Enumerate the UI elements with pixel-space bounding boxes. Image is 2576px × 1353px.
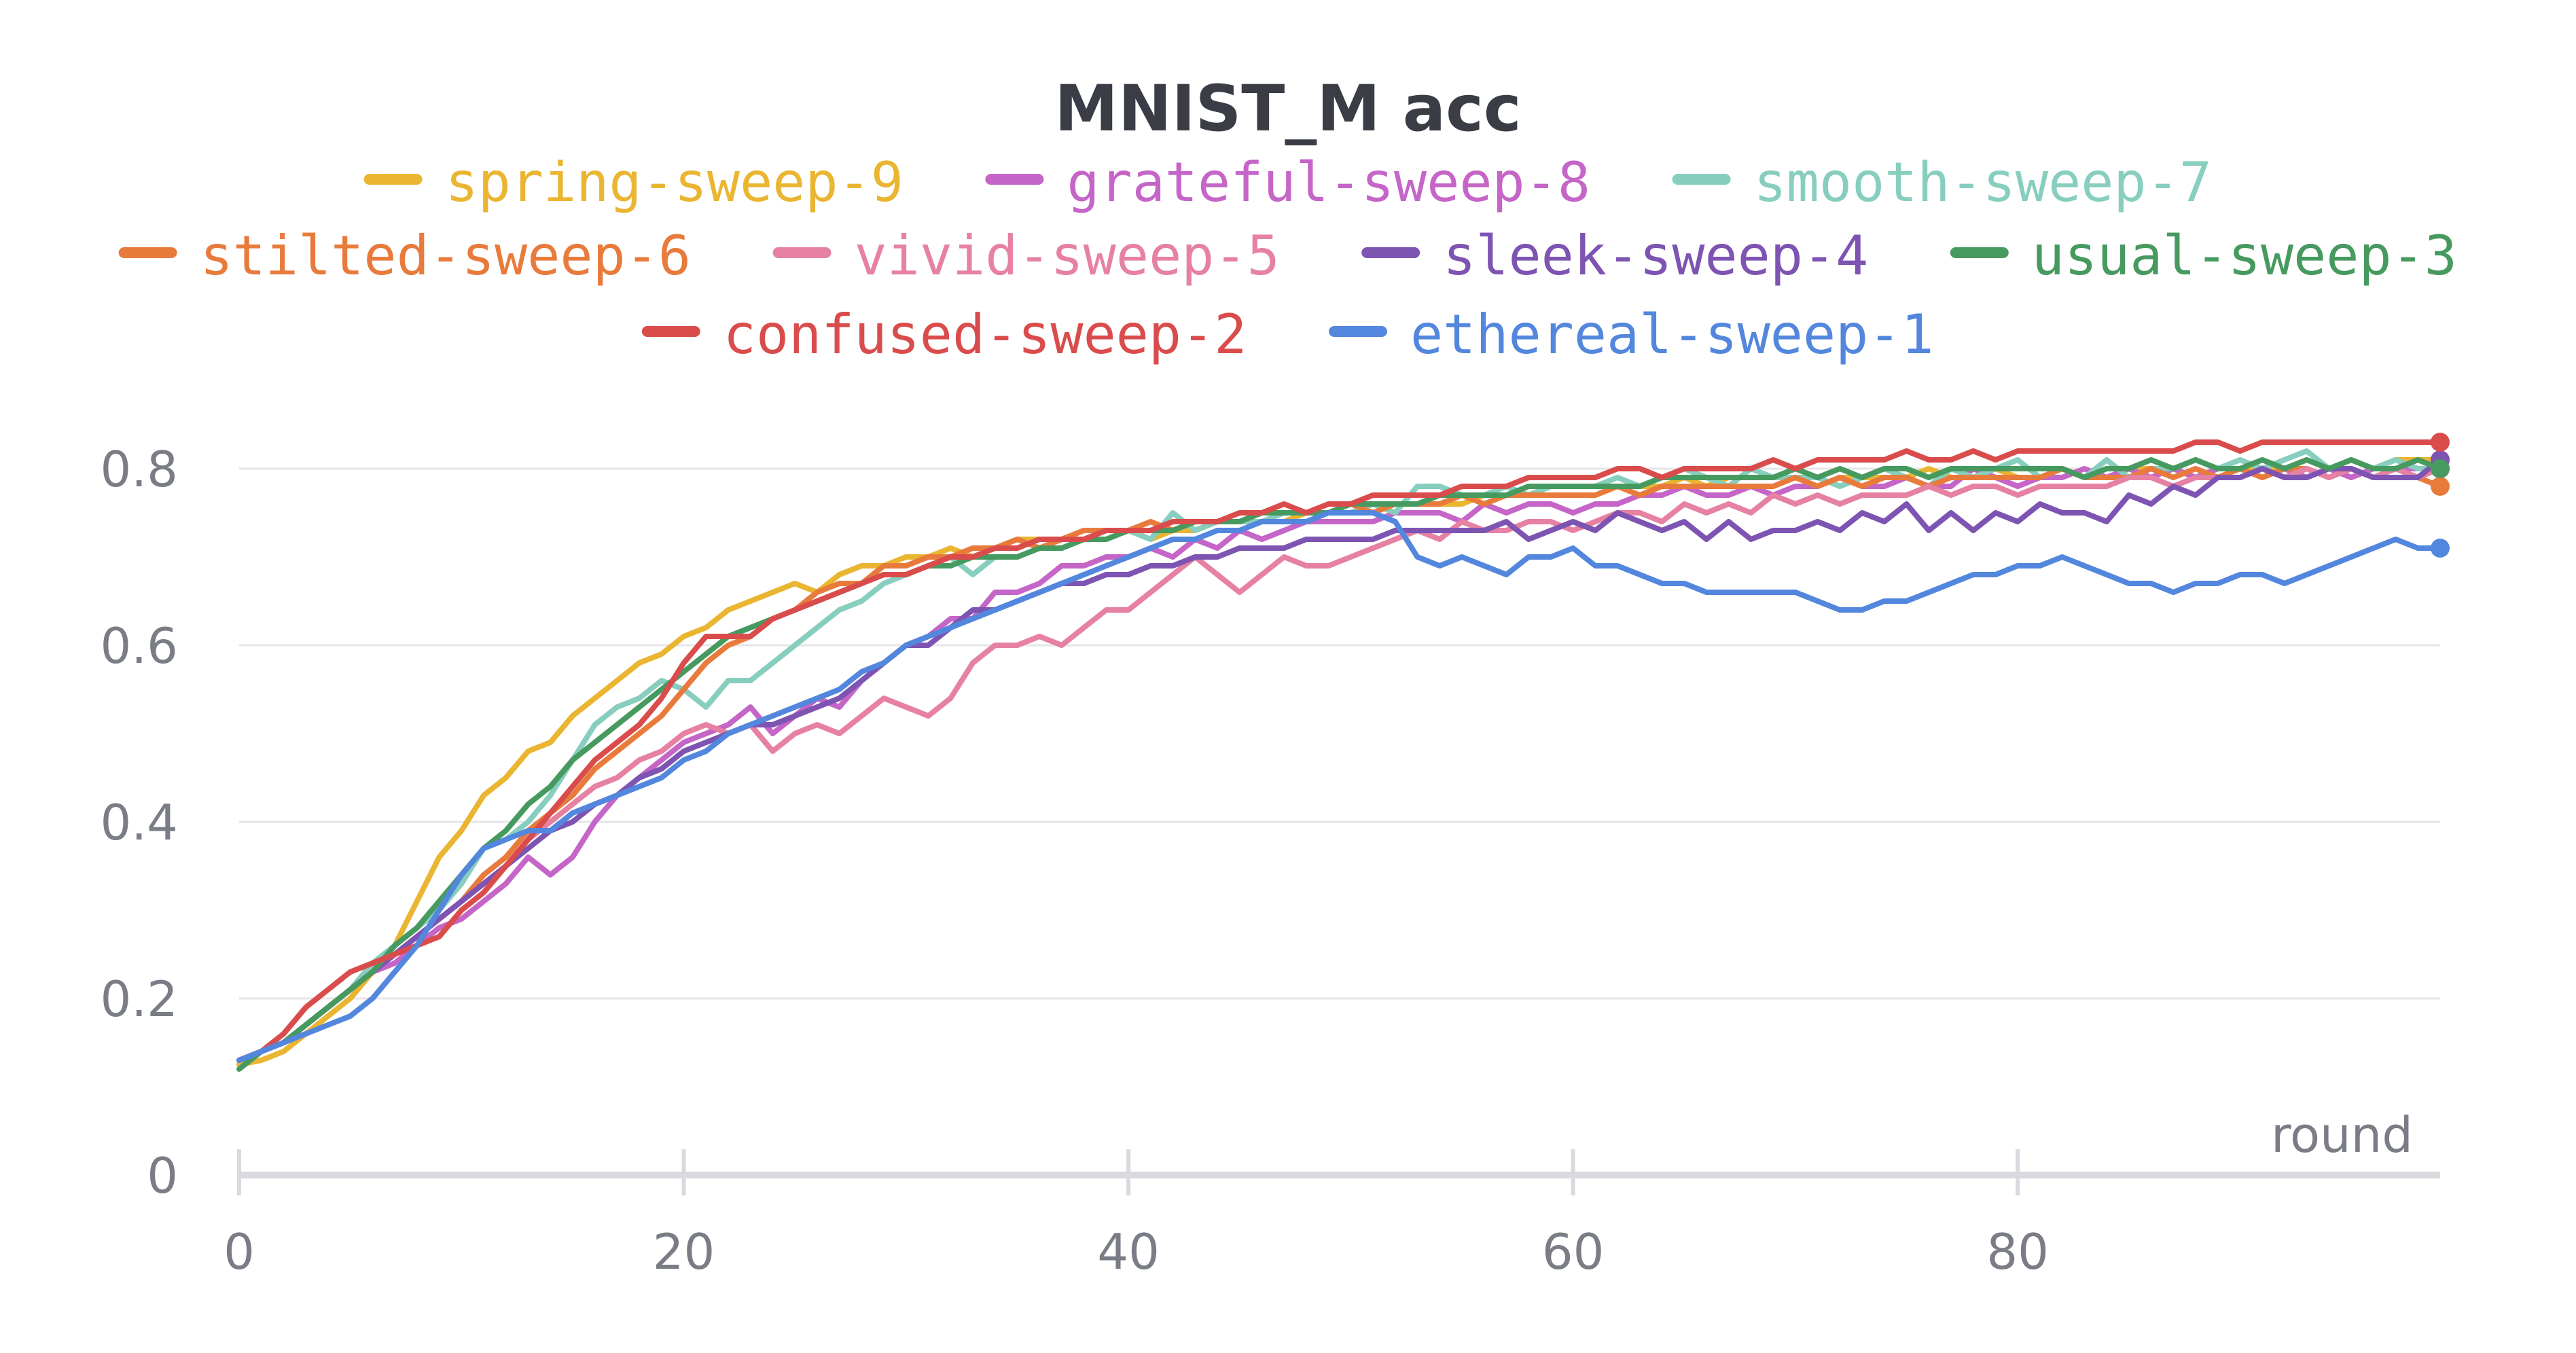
series-end-point [2431,477,2450,496]
series-line-ethereal-sweep-1 [236,510,2443,1063]
series-end-point [2431,433,2450,452]
legend-item[interactable]: smooth-sweep-7 [1672,151,2212,214]
legend-item[interactable]: usual-sweep-3 [1950,224,2457,287]
gridlines [239,467,2440,1000]
series-end-points [2431,433,2450,558]
legend-item[interactable]: confused-sweep-2 [641,303,1247,366]
legend-swatch [772,247,831,258]
legend-label: usual-sweep-3 [2032,224,2457,287]
legend-item[interactable]: vivid-sweep-5 [772,224,1280,287]
legend-swatch [1950,247,2009,258]
legend-swatch [1361,247,1420,258]
series-end-point [2431,539,2450,558]
x-tick-label: 20 [653,1223,715,1280]
legend-label: confused-sweep-2 [723,303,1247,366]
y-tick-label: 0.6 [100,617,178,674]
legend-item[interactable]: grateful-sweep-8 [985,151,1590,214]
legend-swatch [641,326,700,337]
legend-swatch [1329,326,1387,337]
legend-label: spring-sweep-9 [446,151,904,214]
legend-label: stilted-sweep-6 [200,224,691,287]
y-tick-label: 0.8 [100,441,178,498]
x-tick-label: 0 [223,1223,255,1280]
legend-item[interactable]: ethereal-sweep-1 [1329,303,1934,366]
legend-item[interactable]: sleek-sweep-4 [1361,224,1868,287]
x-tick-label: 60 [1542,1223,1605,1280]
legend-swatch [363,174,423,185]
legend-swatch [118,247,177,258]
y-tick-label: 0.4 [100,794,178,851]
series-line-confused-sweep-2 [236,439,2443,1063]
series-line-usual-sweep-3 [236,457,2443,1072]
axes: 0 0.2 0.4 0.6 0.8 0 20 40 60 80 [100,441,2440,1280]
legend-item[interactable]: spring-sweep-9 [363,151,904,214]
legend-item[interactable]: stilted-sweep-6 [118,224,691,287]
x-axis-label: round [2271,1106,2413,1163]
legend-swatch [985,174,1044,185]
legend-label: vivid-sweep-5 [855,224,1280,287]
legend: spring-sweep-9 grateful-sweep-8 smooth-swe… [118,151,2457,366]
legend-swatch [1672,174,1731,185]
legend-label: sleek-sweep-4 [1443,224,1868,287]
legend-label: smooth-sweep-7 [1754,151,2212,214]
legend-label: ethereal-sweep-1 [1410,303,1934,366]
x-tick-label: 80 [1986,1223,2049,1280]
series-line-vivid-sweep-5 [236,466,2443,1063]
series-lines [236,439,2443,1072]
x-tick-label: 40 [1097,1223,1160,1280]
series-line-smooth-sweep-7 [236,448,2443,1063]
legend-label: grateful-sweep-8 [1067,151,1590,214]
chart-title: MNIST_M acc [1054,72,1521,146]
y-tick-label: 0 [147,1147,178,1204]
y-tick-label: 0.2 [100,971,178,1028]
series-end-point [2431,459,2450,478]
